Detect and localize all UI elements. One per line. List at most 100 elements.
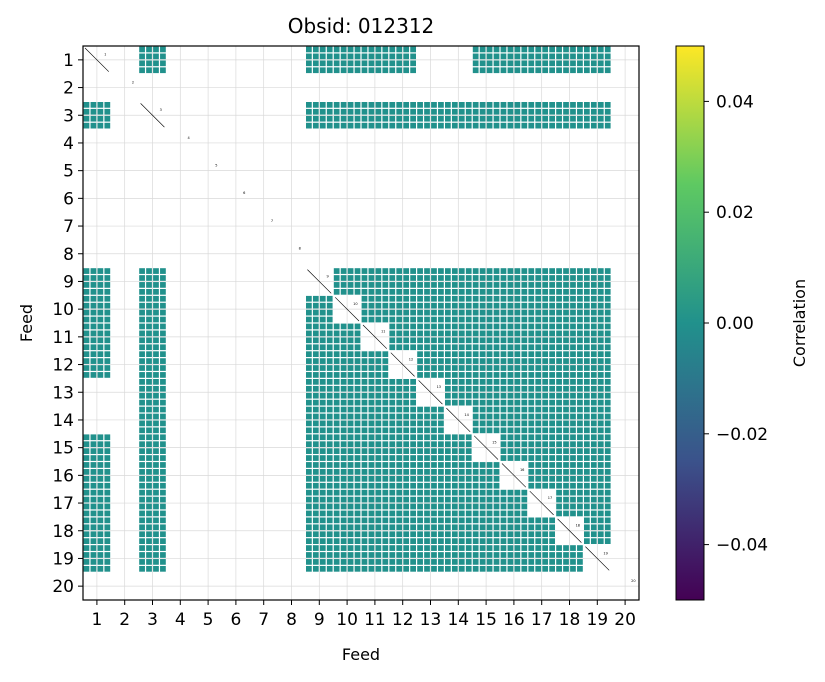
heatmap-cell xyxy=(375,288,382,295)
heatmap-cell xyxy=(340,503,347,510)
heatmap-cell xyxy=(389,482,396,489)
heatmap-cell xyxy=(507,316,514,323)
heatmap-cell xyxy=(410,392,416,399)
diagonal-label: 13 xyxy=(437,385,441,389)
heatmap-cell xyxy=(382,420,389,427)
heatmap-cell xyxy=(514,441,521,448)
cell-block xyxy=(472,102,500,129)
heatmap-cell xyxy=(493,565,500,572)
heatmap-cell xyxy=(542,559,549,565)
heatmap-cell xyxy=(146,510,152,517)
heatmap-cell xyxy=(486,469,493,475)
heatmap-cell xyxy=(528,115,535,122)
heatmap-cell xyxy=(556,372,562,378)
heatmap-cell xyxy=(590,538,597,544)
heatmap-cell xyxy=(347,420,354,427)
heatmap-cell xyxy=(514,288,521,295)
heatmap-cell xyxy=(570,295,576,302)
heatmap-cell xyxy=(319,115,326,122)
heatmap-cell xyxy=(104,482,111,489)
heatmap-cell xyxy=(97,496,104,503)
heatmap-cell xyxy=(104,268,111,274)
heatmap-cell xyxy=(306,379,312,385)
heatmap-cell xyxy=(104,475,111,482)
heatmap-cell xyxy=(521,434,528,441)
cell-block xyxy=(445,295,472,323)
heatmap-cell xyxy=(410,441,416,448)
heatmap-cell xyxy=(577,392,583,399)
cell-block xyxy=(472,323,500,351)
heatmap-cell xyxy=(584,448,590,454)
x-tick-label: 6 xyxy=(230,610,241,630)
heatmap-cell xyxy=(375,441,382,448)
cell-block xyxy=(556,545,583,572)
heatmap-cell xyxy=(458,448,465,454)
heatmap-cell xyxy=(104,538,111,544)
heatmap-cell xyxy=(479,302,486,309)
cell-block xyxy=(500,406,528,434)
heatmap-cell xyxy=(160,268,166,274)
cell-block xyxy=(445,351,472,378)
heatmap-cell xyxy=(97,108,104,115)
heatmap-cell xyxy=(375,455,382,461)
heatmap-cell xyxy=(410,469,416,475)
heatmap-cell xyxy=(472,102,479,108)
heatmap-cell xyxy=(104,282,111,288)
heatmap-cell xyxy=(319,53,326,60)
heatmap-cell xyxy=(472,545,479,551)
heatmap-cell xyxy=(417,503,423,510)
heatmap-cell xyxy=(570,496,576,503)
heatmap-cell xyxy=(472,489,479,496)
heatmap-cell xyxy=(146,358,152,364)
heatmap-cell xyxy=(542,427,549,434)
heatmap-cell xyxy=(424,434,430,441)
heatmap-cell xyxy=(83,115,90,122)
cell-block xyxy=(139,351,166,378)
heatmap-cell xyxy=(312,469,319,475)
heatmap-cell xyxy=(139,496,145,503)
heatmap-cell xyxy=(438,510,444,517)
heatmap-cell xyxy=(354,337,361,344)
heatmap-cell xyxy=(584,482,590,489)
heatmap-cell xyxy=(340,531,347,538)
heatmap-cell xyxy=(445,309,451,316)
cell-block xyxy=(389,434,416,461)
heatmap-cell xyxy=(90,448,97,454)
heatmap-cell xyxy=(472,351,479,358)
heatmap-cell xyxy=(451,385,458,392)
cell-block xyxy=(361,46,389,74)
heatmap-cell xyxy=(382,448,389,454)
y-tick-label: 11 xyxy=(52,328,74,348)
heatmap-cell xyxy=(493,295,500,302)
heatmap-cell xyxy=(153,524,159,531)
heatmap-cell xyxy=(431,288,437,295)
heatmap-cell xyxy=(97,275,104,281)
heatmap-cell xyxy=(306,475,312,482)
cell-block xyxy=(417,489,444,517)
heatmap-cell xyxy=(521,427,528,434)
heatmap-cell xyxy=(514,344,521,351)
heatmap-cell xyxy=(417,330,423,337)
heatmap-cell xyxy=(403,399,410,406)
cell-block xyxy=(584,517,611,544)
heatmap-cell xyxy=(542,302,549,309)
heatmap-cell xyxy=(438,365,444,371)
heatmap-cell xyxy=(410,385,416,392)
heatmap-cell xyxy=(396,531,403,538)
heatmap-cell xyxy=(319,316,326,323)
cell-block xyxy=(333,46,361,74)
heatmap-cell xyxy=(507,302,514,309)
heatmap-cell xyxy=(90,482,97,489)
heatmap-cell xyxy=(549,406,555,413)
heatmap-cell xyxy=(417,406,423,413)
heatmap-cell xyxy=(549,275,555,281)
heatmap-cell xyxy=(410,316,416,323)
heatmap-cell xyxy=(549,531,555,538)
heatmap-cell xyxy=(451,489,458,496)
heatmap-cell xyxy=(584,102,590,108)
heatmap-cell xyxy=(521,406,528,413)
heatmap-cell xyxy=(521,60,528,67)
heatmap-cell xyxy=(556,427,562,434)
heatmap-cell xyxy=(528,427,535,434)
